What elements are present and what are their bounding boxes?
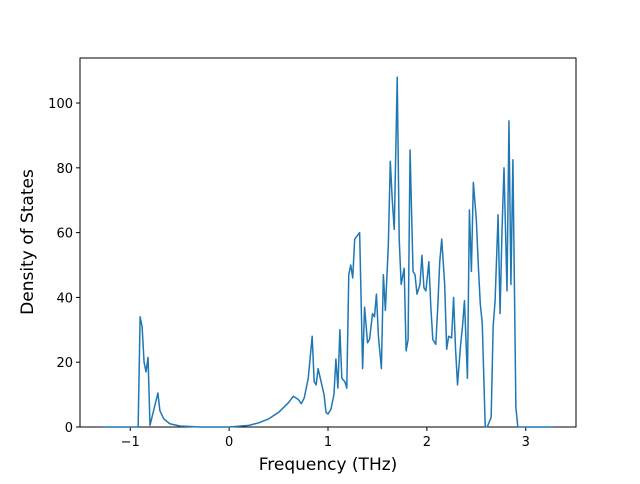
y-tick-label: 40 — [56, 291, 73, 306]
y-axis-label: Density of States — [18, 169, 38, 315]
y-tick-label: 20 — [56, 356, 73, 371]
y-tick-label: 0 — [65, 421, 73, 436]
y-tick-label: 60 — [56, 227, 73, 242]
x-tick-label: 3 — [522, 435, 530, 450]
y-tick-label: 80 — [56, 162, 73, 177]
y-tick-label: 100 — [48, 97, 73, 112]
x-tick-label: −1 — [121, 435, 140, 450]
x-axis-label: Frequency (THz) — [259, 455, 398, 475]
x-tick-label: 2 — [423, 435, 431, 450]
data-line — [102, 76, 554, 428]
x-tick-label: 0 — [225, 435, 233, 450]
x-tick-label: 1 — [324, 435, 332, 450]
